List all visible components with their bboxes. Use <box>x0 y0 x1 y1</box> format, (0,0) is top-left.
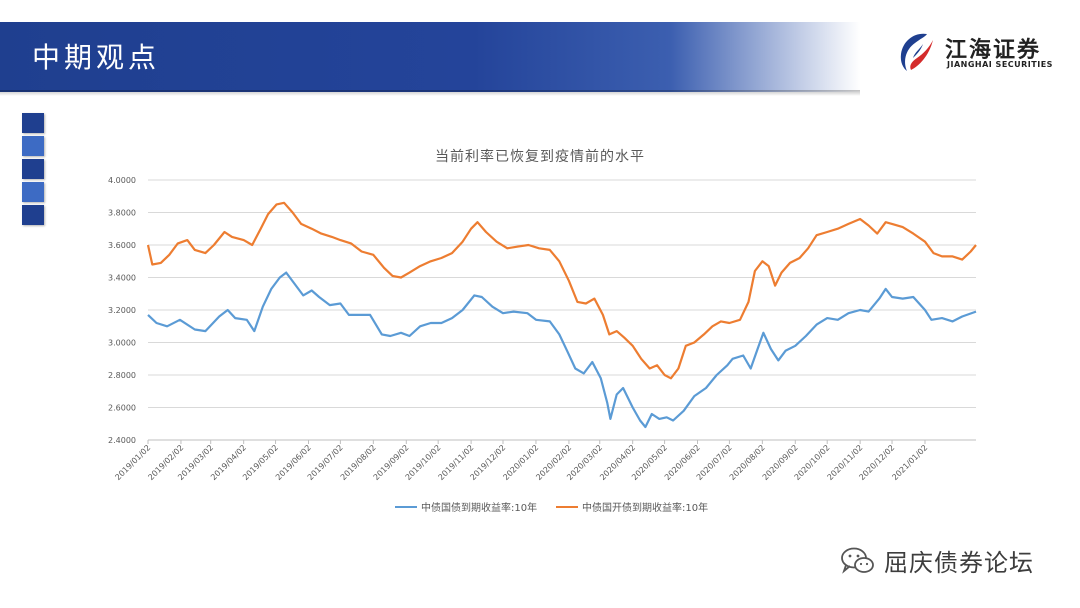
wechat-icon <box>841 547 874 574</box>
legend-swatch <box>395 505 417 508</box>
y-tick-label: 4.0000 <box>108 176 136 185</box>
decor-square <box>22 159 44 179</box>
y-tick-label: 2.4000 <box>108 436 136 445</box>
watermark-text: 屈庆债券论坛 <box>884 549 1034 577</box>
y-tick-label: 3.8000 <box>108 209 136 218</box>
legend-swatch <box>556 505 578 508</box>
y-tick-label: 3.4000 <box>108 274 136 283</box>
logo-name-cn: 江海证券 <box>945 38 1042 63</box>
header-shadow <box>0 90 860 96</box>
y-tick-label: 3.6000 <box>108 241 136 250</box>
slide-header: 中期观点 <box>0 22 1080 96</box>
chart-title: 当前利率已恢复到疫情前的水平 <box>435 149 645 165</box>
watermark: 屈庆债券论坛 <box>840 543 1034 578</box>
y-tick-label: 3.2000 <box>108 306 136 315</box>
legend-item-series2: 中债国开债到期收益率:10年 <box>556 499 708 514</box>
jianghai-logo-icon <box>900 33 933 71</box>
series-line-2 <box>146 201 977 380</box>
header-bar <box>0 22 860 92</box>
company-logo: 江海证券 JIANGHAI SECURITIES <box>893 28 1053 76</box>
y-tick-label: 2.6000 <box>108 404 136 413</box>
decor-squares <box>22 113 44 228</box>
page-title: 中期观点 <box>32 41 161 74</box>
x-tick-label: 2021/01/02 <box>890 443 929 482</box>
decor-square <box>22 182 44 202</box>
y-tick-label: 2.8000 <box>108 371 136 380</box>
legend-item-series1: 中债国债到期收益率:10年 <box>395 499 537 514</box>
series-line-1 <box>147 271 977 429</box>
legend-label: 中债国债到期收益率:10年 <box>421 503 538 514</box>
y-tick-label: 3.0000 <box>108 339 136 348</box>
decor-square <box>22 113 44 133</box>
decor-square <box>22 205 44 225</box>
decor-square <box>22 136 44 156</box>
logo-name-en: JIANGHAI SECURITIES <box>947 60 1053 69</box>
legend-label: 中债国开债到期收益率:10年 <box>582 503 709 514</box>
